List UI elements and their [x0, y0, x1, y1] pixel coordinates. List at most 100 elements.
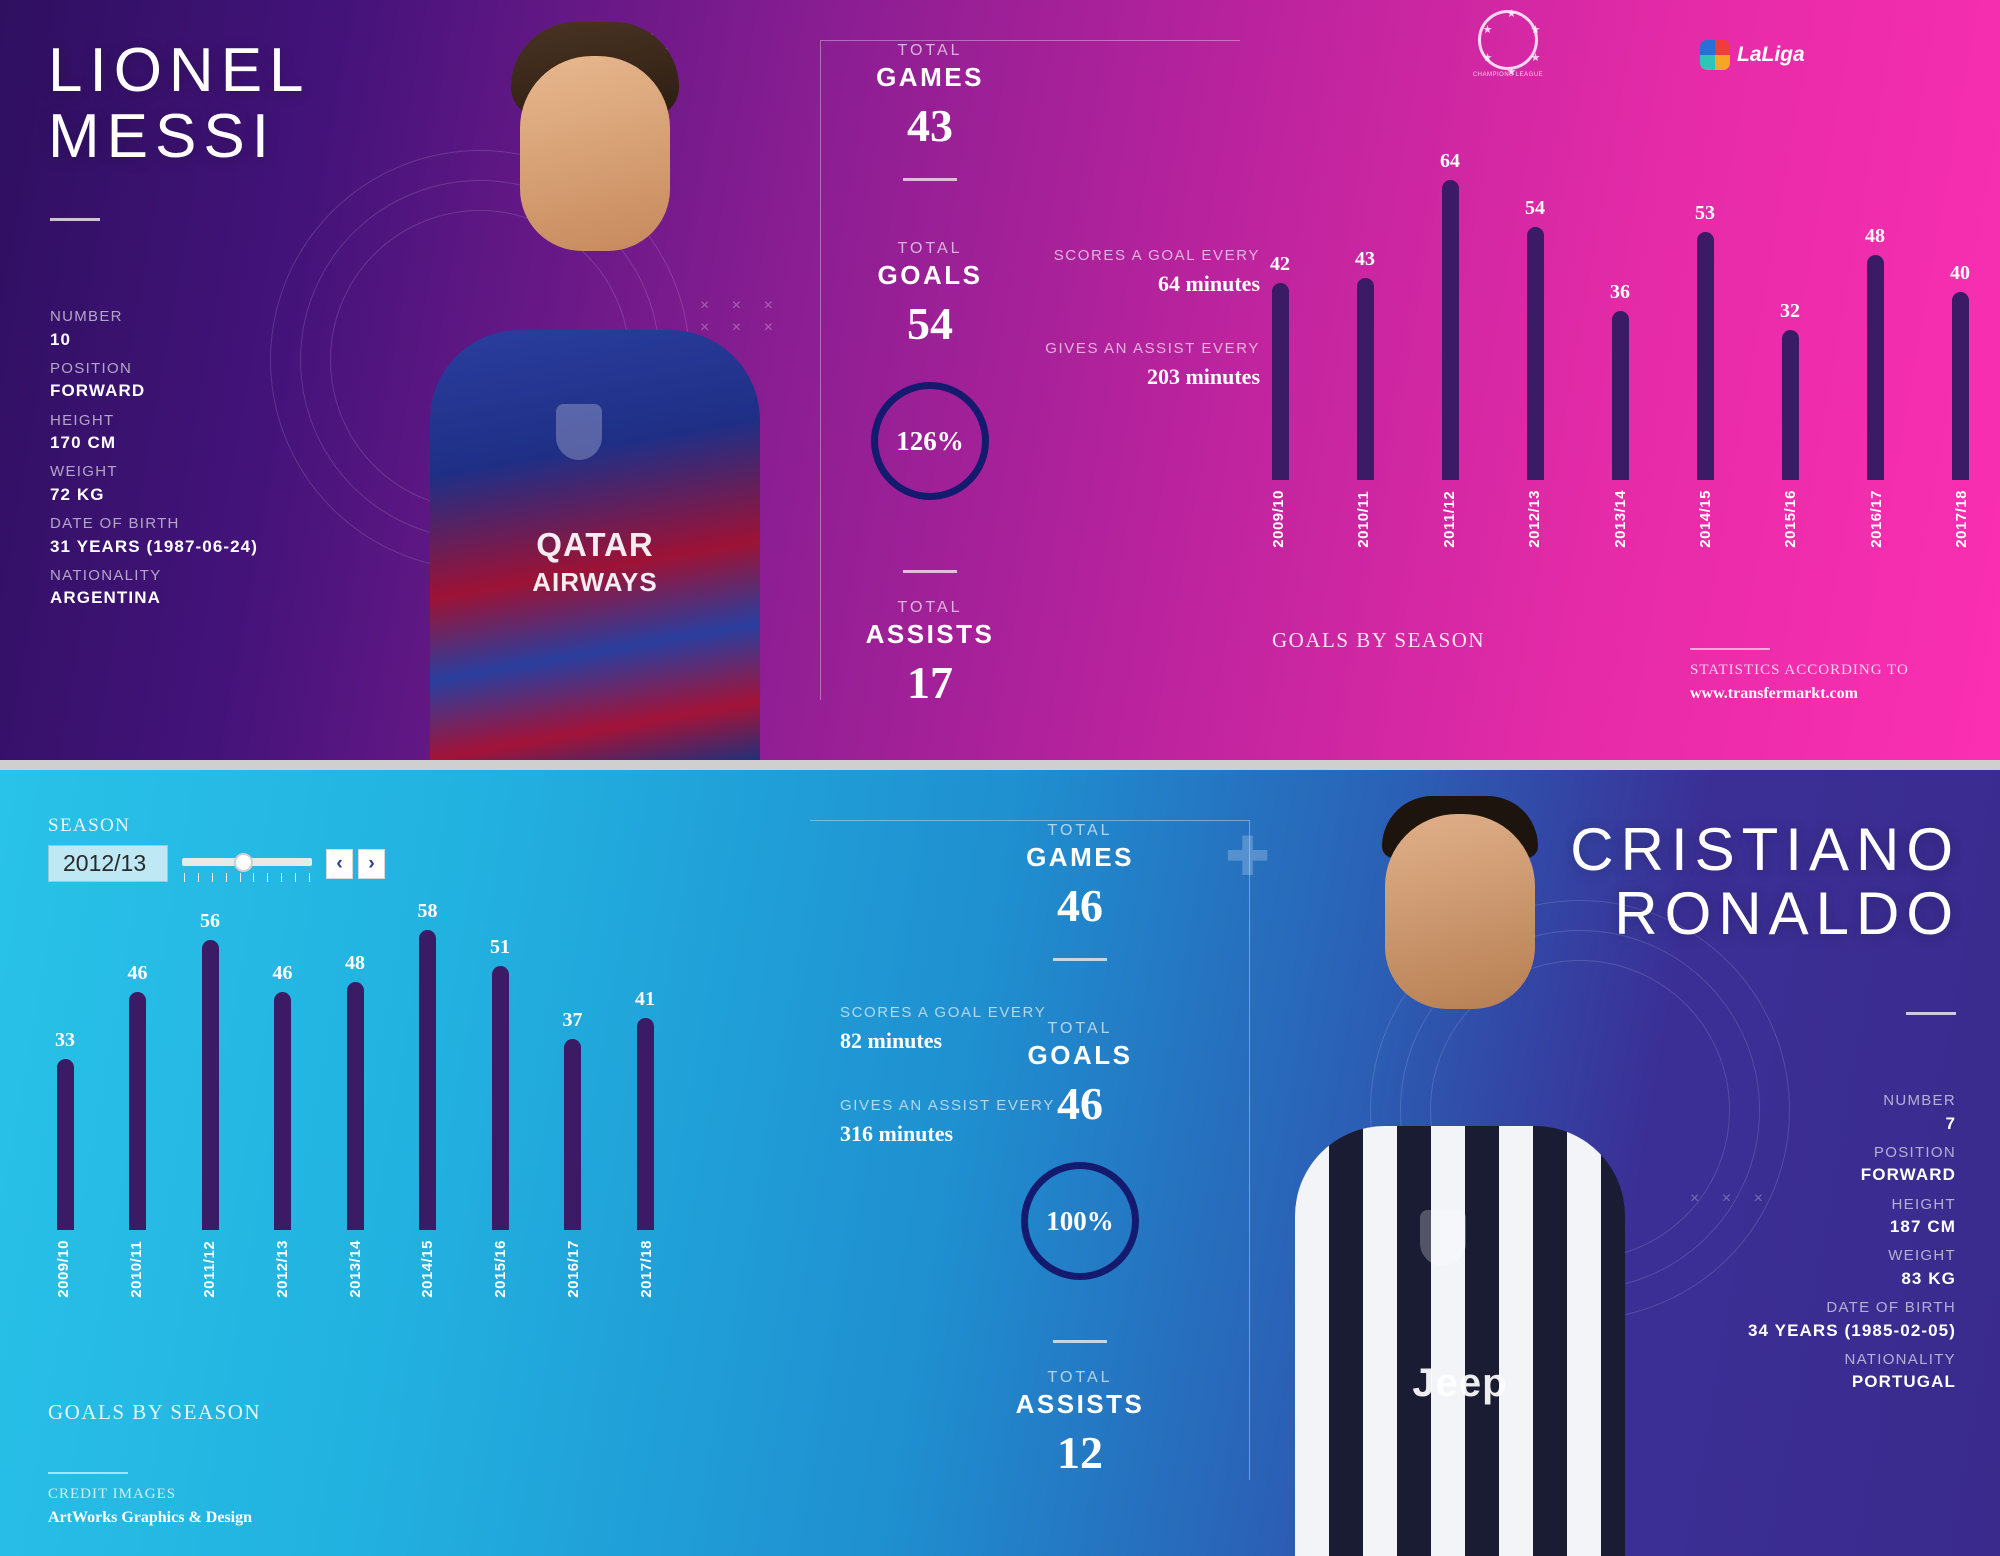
goal-rate-key: SCORES A GOAL EVERY: [840, 1004, 1047, 1021]
season-label: 2016/17: [565, 1240, 583, 1298]
bar-column[interactable]: 53: [1695, 150, 1715, 480]
ronaldo-first-name: CRISTIANO: [1570, 816, 1960, 883]
bar-column[interactable]: 40: [1950, 150, 1970, 480]
season-selector-label: SEASON: [48, 815, 131, 836]
season-label: 2016/17: [1867, 490, 1885, 548]
games-value: 43: [907, 100, 953, 151]
bar[interactable]: [274, 992, 291, 1230]
bar-column[interactable]: 46: [273, 900, 293, 1230]
messi-percentage-badge: 126%: [871, 382, 989, 500]
ronaldo-total-games: TOTAL GAMES 46: [960, 822, 1200, 987]
bar-column[interactable]: 64: [1440, 150, 1460, 480]
season-label: 2009/10: [55, 1240, 72, 1298]
season-label: 2017/18: [638, 1240, 655, 1298]
bar-column[interactable]: 56: [200, 900, 220, 1230]
messi-chart-caption: GOALS BY SEASON: [1272, 628, 1486, 652]
games-value: 46: [1057, 880, 1103, 931]
slider-ticks: [184, 872, 310, 882]
bar[interactable]: [1611, 311, 1629, 480]
club-crest: [1420, 1210, 1466, 1266]
bar[interactable]: [1526, 227, 1544, 480]
bar[interactable]: [56, 1059, 74, 1230]
bio-value-height: 170 CM: [50, 433, 117, 452]
season-value-input[interactable]: 2012/13: [48, 845, 168, 882]
bar[interactable]: [636, 1018, 654, 1230]
assists-label: ASSISTS: [865, 619, 995, 649]
season-label: 2012/13: [273, 1240, 291, 1298]
season-slider[interactable]: [182, 851, 312, 882]
jersey-sponsor-line2: AIRWAYS: [532, 567, 658, 597]
bar-value-label: 46: [272, 962, 293, 984]
bar-column[interactable]: 42: [1270, 150, 1290, 480]
bar-value-label: 37: [562, 1009, 583, 1031]
messi-total-goals: TOTAL GOALS 54: [810, 240, 1050, 350]
assist-rate-key: GIVES AN ASSIST EVERY: [840, 1097, 1055, 1114]
bio-key-weight: WEIGHT: [50, 463, 118, 481]
bio-value-dob: 34 YEARS (1985-02-05): [1748, 1320, 1956, 1340]
bar[interactable]: [1271, 283, 1289, 480]
bar-column[interactable]: 37: [563, 900, 583, 1230]
source-value[interactable]: www.transfermarkt.com: [1690, 685, 1858, 702]
bio-key-position: POSITION: [1873, 1143, 1956, 1161]
ronaldo-total-assists: TOTAL ASSISTS 12: [960, 1340, 1200, 1479]
bar[interactable]: [1441, 180, 1459, 480]
bio-value-height: 187 CM: [1889, 1217, 1956, 1236]
season-label: 2014/15: [419, 1240, 437, 1298]
bio-value-position: FORWARD: [50, 381, 146, 401]
bio-value-nationality: PORTUGAL: [1851, 1372, 1956, 1392]
ronaldo-percentage-badge: 100%: [1021, 1162, 1139, 1280]
bar[interactable]: [1951, 292, 1969, 480]
bar-value-label: 42: [1270, 253, 1290, 275]
bar-column[interactable]: 36: [1610, 150, 1630, 480]
bar[interactable]: [1356, 278, 1374, 480]
bar[interactable]: [564, 1039, 581, 1230]
goal-rate-value: 82 minutes: [840, 1027, 943, 1053]
season-label: 2015/16: [1782, 490, 1800, 548]
bar-column[interactable]: 54: [1525, 150, 1545, 480]
season-label: 2010/11: [1355, 490, 1373, 548]
bar-column[interactable]: 41: [635, 900, 655, 1230]
bar-column[interactable]: 48: [1865, 150, 1885, 480]
ronaldo-total-goals: TOTAL GOALS 46: [960, 1020, 1200, 1130]
season-selector[interactable]: SEASON 2012/13 ‹ ›: [48, 815, 385, 882]
credit-rule: [48, 1472, 128, 1474]
laliga-logo-text: LaLiga: [1737, 43, 1805, 66]
bar-column[interactable]: 51: [490, 900, 510, 1230]
bar[interactable]: [1781, 330, 1799, 480]
ronaldo-photo: Jeep: [1210, 770, 1710, 1556]
bar[interactable]: [491, 966, 509, 1230]
season-prev-button[interactable]: ‹: [326, 848, 353, 879]
bar-column[interactable]: 46: [128, 900, 148, 1230]
season-label: 2011/12: [200, 1240, 218, 1298]
bar-column[interactable]: 43: [1355, 150, 1375, 480]
bar[interactable]: [201, 940, 219, 1230]
season-next-button[interactable]: ›: [358, 848, 385, 879]
messi-title-rule: [50, 218, 100, 221]
games-label: GAMES: [1026, 842, 1134, 872]
bar-column[interactable]: 58: [418, 900, 438, 1230]
bar[interactable]: [129, 992, 146, 1230]
decor-plus-icon: ✚: [1225, 827, 1271, 887]
bar[interactable]: [419, 930, 436, 1230]
messi-stats-frame: [820, 40, 1240, 700]
season-label: 2013/14: [1611, 490, 1629, 548]
bar-column[interactable]: 33: [55, 900, 75, 1230]
bar-value-label: 56: [200, 910, 220, 932]
bar-column[interactable]: 32: [1780, 150, 1800, 480]
bio-value-weight: 83 KG: [1901, 1268, 1956, 1288]
goal-rate-key: SCORES A GOAL EVERY: [1053, 247, 1260, 264]
slider-knob[interactable]: [234, 852, 253, 872]
bar[interactable]: [1866, 255, 1884, 480]
messi-bio-list: NUMBER 10 POSITION FORWARD HEIGHT 170 CM…: [50, 306, 258, 617]
season-label: 2017/18: [1953, 490, 1970, 548]
jersey-sponsor-line1: QATAR: [536, 526, 654, 563]
games-label: GAMES: [876, 62, 984, 92]
decor-x-dots: × × ×: [1690, 1190, 1772, 1207]
bar[interactable]: [1696, 232, 1714, 480]
bar[interactable]: [346, 982, 364, 1230]
ucl-ball-icon: [1478, 9, 1540, 76]
bar-column[interactable]: 48: [345, 900, 365, 1230]
ronaldo-title-rule: [1906, 1012, 1956, 1015]
ronaldo-last-name: RONALDO: [1614, 879, 1960, 947]
bio-value-position: FORWARD: [1860, 1165, 1956, 1185]
